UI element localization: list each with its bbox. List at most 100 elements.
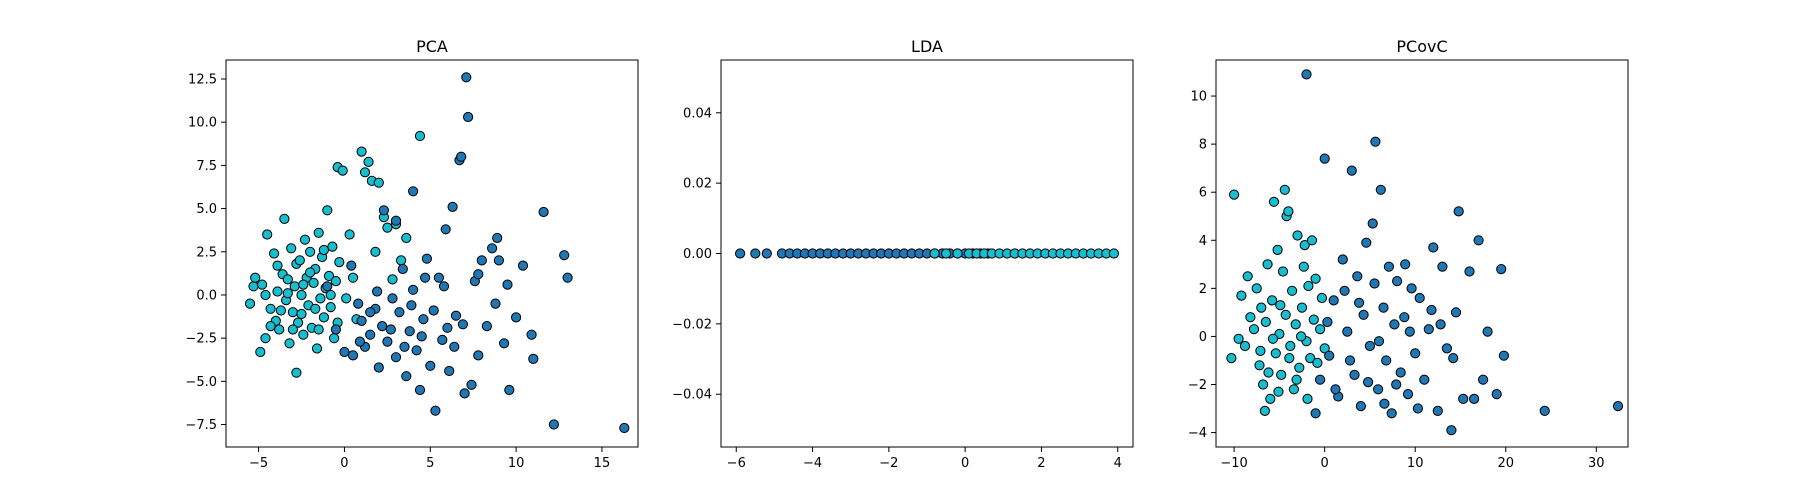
scatter-point <box>1267 333 1279 344</box>
scatter-point <box>298 329 309 340</box>
scatter-point <box>1308 314 1319 325</box>
y-tick-label: 0.04 <box>683 106 712 121</box>
scatter-point <box>315 293 326 304</box>
scatter-point <box>334 257 345 268</box>
scatter-point <box>347 272 359 283</box>
y-tick-label: 2 <box>1199 282 1207 297</box>
scatter-point <box>1370 136 1381 147</box>
scatter-point <box>1260 316 1271 328</box>
y-tick-label: 2.5 <box>196 245 217 260</box>
scatter-point <box>1375 184 1386 195</box>
scatter-point <box>373 362 384 373</box>
scatter-point <box>442 322 453 333</box>
scatter-point <box>1296 331 1307 342</box>
scatter-point <box>1441 343 1453 354</box>
scatter-point <box>274 324 285 335</box>
scatter-point <box>444 365 455 377</box>
scatter-point <box>1612 401 1624 412</box>
scatter-point <box>1259 405 1271 416</box>
scatter-point <box>420 272 431 283</box>
scatter-point <box>353 298 364 309</box>
scatter-point <box>293 317 304 328</box>
scatter-point <box>473 269 484 280</box>
scatter-point <box>1291 374 1302 385</box>
scatter-point <box>394 307 405 318</box>
scatter-point <box>414 130 426 142</box>
scatter-point <box>337 165 348 176</box>
scatter-point <box>1478 374 1489 385</box>
scatter-point <box>1296 302 1308 313</box>
x-tick-label: 2 <box>1037 456 1045 471</box>
scatter-point <box>250 272 261 283</box>
scatter-point <box>456 151 467 162</box>
scatter-point <box>390 215 402 226</box>
scatter-point <box>1469 393 1480 404</box>
subplot-pca: PCA −5 0 5 10 15 −7.5 −5.0 −2.5 0.0 2.5 5.0 7.5 10.0… <box>185 37 639 471</box>
scatter-point <box>466 379 477 390</box>
scatter-point <box>272 260 283 271</box>
scatter-point <box>1285 340 1296 352</box>
x-tick-label: 30 <box>1588 456 1605 471</box>
scatter-point <box>313 324 324 335</box>
scatter-point <box>450 310 462 321</box>
scatter-point <box>1363 377 1374 388</box>
y-tick-label: 4 <box>1199 234 1207 249</box>
scatter-point <box>404 326 415 337</box>
x-tick-label: −2 <box>879 456 898 471</box>
scatter-point <box>356 146 367 157</box>
scatter-point <box>1255 345 1266 356</box>
scatter-point <box>1473 235 1484 246</box>
scatter-point <box>1287 285 1298 296</box>
y-tick-label: 8 <box>1199 138 1207 153</box>
scatter-point <box>473 350 484 361</box>
scatter-point <box>299 234 311 245</box>
scatter-point <box>322 281 333 292</box>
scatter-point <box>1354 297 1365 308</box>
scatter-point <box>308 277 319 288</box>
scatter-point <box>1328 295 1339 306</box>
y-tick-label: 7.5 <box>196 159 217 174</box>
scatter-point <box>296 308 307 320</box>
scatter-point <box>1280 309 1291 320</box>
scatter-point <box>1364 340 1376 352</box>
scatter-point <box>459 388 470 399</box>
scatter-point <box>329 333 340 344</box>
scatter-point <box>1263 367 1274 378</box>
subplot-title: PCovC <box>1396 37 1447 56</box>
scatter-point <box>318 244 329 256</box>
scatter-point <box>325 289 336 301</box>
scatter-point <box>325 302 336 313</box>
scatter-point <box>1453 206 1464 217</box>
y-tick-label: 0.0 <box>196 288 217 303</box>
scatter-point <box>397 263 408 275</box>
scatter-point <box>1275 300 1286 311</box>
scatter-point <box>1410 348 1421 359</box>
scatter-point <box>257 279 268 290</box>
scatter-point <box>1305 353 1316 364</box>
scatter-point <box>305 267 316 278</box>
scatter-point <box>1391 379 1402 390</box>
scatter-point <box>298 279 309 290</box>
scatter-point <box>526 329 537 340</box>
x-tick-label: −6 <box>727 456 746 471</box>
scatter-point <box>1279 184 1290 195</box>
scatter-point <box>1339 285 1350 296</box>
scatter-point <box>528 353 539 364</box>
scatter-point <box>1310 408 1321 419</box>
scatter-point <box>1426 304 1437 316</box>
scatter-point <box>305 246 316 257</box>
scatter-point <box>255 346 266 358</box>
scatter-point <box>1302 393 1313 404</box>
scatter-point <box>359 167 371 178</box>
scatter-point <box>929 248 940 259</box>
scatter-point <box>952 248 963 259</box>
scatter-point <box>244 298 256 309</box>
scatter-point <box>941 248 952 259</box>
scatter-point <box>1283 206 1294 217</box>
scatter-point <box>438 281 450 292</box>
y-tick-label: 10 <box>1190 90 1207 105</box>
scatter-point <box>1435 319 1446 330</box>
scatter-point <box>1315 324 1326 335</box>
scatter-point <box>1498 350 1510 361</box>
